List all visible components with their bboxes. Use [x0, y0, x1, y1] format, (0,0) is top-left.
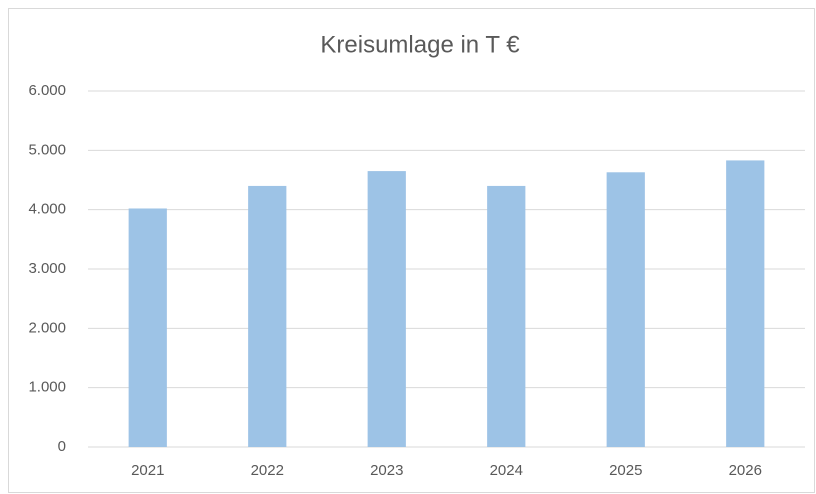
y-tick-label: 3.000: [28, 260, 66, 277]
x-tick-label: 2021: [131, 462, 164, 479]
bar: [606, 172, 645, 447]
x-tick-label: 2025: [609, 462, 642, 479]
bar: [487, 185, 526, 447]
x-tick-label: 2024: [490, 462, 523, 479]
bar: [128, 208, 167, 447]
y-tick-label: 0: [58, 438, 66, 455]
x-tick-label: 2022: [251, 462, 284, 479]
y-tick-label: 1.000: [28, 379, 66, 396]
chart-title: Kreisumlage in T €: [320, 31, 520, 58]
y-tick-label: 4.000: [28, 201, 66, 218]
y-tick-label: 5.000: [28, 141, 66, 158]
y-tick-label: 2.000: [28, 319, 66, 336]
y-tick-label: 6.000: [28, 82, 66, 99]
bar: [367, 171, 406, 447]
x-tick-label: 2023: [370, 462, 403, 479]
bar: [726, 160, 765, 448]
x-tick-label: 2026: [729, 462, 762, 479]
bar: [248, 185, 287, 447]
